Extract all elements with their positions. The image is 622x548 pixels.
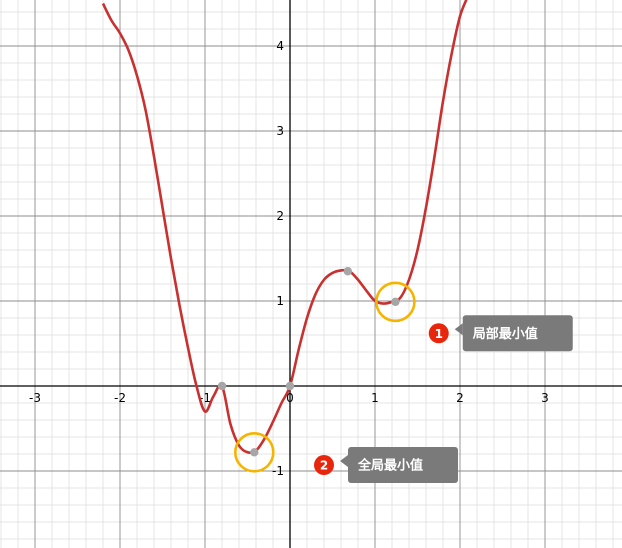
callout-pointer xyxy=(454,323,463,336)
callout-box xyxy=(462,315,573,352)
key-point xyxy=(391,297,400,307)
x-tick-label: 0 xyxy=(286,391,294,405)
annotation-badge-number: 2 xyxy=(320,459,328,473)
annotations: 1 局部最小值 2 全局最小值 xyxy=(314,315,573,484)
tick-labels: -3 -2 -1 0 1 2 3 -1 1 2 3 4 xyxy=(29,39,549,478)
minimum-highlight-circle xyxy=(234,431,275,473)
callout-pointer xyxy=(340,455,348,468)
function-curve xyxy=(101,0,468,455)
annotation-1: 1 局部最小值 xyxy=(428,315,573,352)
highlight-circles xyxy=(234,281,416,473)
key-point xyxy=(217,381,227,391)
callout-label: 全局最小值 xyxy=(357,458,423,474)
x-tick-label: -1 xyxy=(199,391,211,405)
y-tick-label: 1 xyxy=(276,294,284,308)
x-tick-label: 3 xyxy=(541,391,549,405)
key-points xyxy=(217,267,400,457)
annotation-badge xyxy=(314,455,334,476)
key-point xyxy=(250,448,259,457)
x-tick-label: 2 xyxy=(456,391,464,405)
key-point xyxy=(343,267,352,276)
y-tick-label: 3 xyxy=(276,124,284,138)
callout-label: 局部最小值 xyxy=(473,326,538,342)
x-tick-label: -2 xyxy=(114,391,126,405)
x-tick-label: -3 xyxy=(29,391,41,405)
key-point xyxy=(285,381,295,391)
annotation-badge-number: 1 xyxy=(435,327,443,341)
x-tick-label: 1 xyxy=(371,391,379,405)
callout-box xyxy=(348,447,458,484)
annotation-badge xyxy=(428,323,449,344)
y-tick-label: -1 xyxy=(272,464,284,478)
y-tick-label: 4 xyxy=(276,39,284,53)
minimum-highlight-circle xyxy=(375,281,416,323)
annotation-2: 2 全局最小值 xyxy=(314,447,458,484)
curve-layer xyxy=(101,0,468,455)
y-tick-label: 2 xyxy=(276,209,284,223)
